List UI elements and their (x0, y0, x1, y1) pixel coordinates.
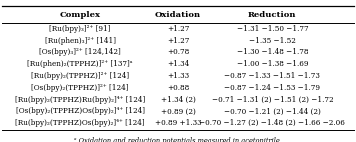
Text: +1.34: +1.34 (167, 60, 189, 68)
Text: [Ru(bpy)₂(TPPHZ)Ru(bpy)₂]⁴⁺ [124]: [Ru(bpy)₂(TPPHZ)Ru(bpy)₂]⁴⁺ [124] (15, 96, 145, 104)
Text: −1.30 −1.48 −1.78: −1.30 −1.48 −1.78 (237, 48, 308, 56)
Text: [Ru(phen)₂(TPPHZ)]²⁺ [137]ᵃ: [Ru(phen)₂(TPPHZ)]²⁺ [137]ᵃ (27, 60, 133, 68)
Text: +0.89 (2): +0.89 (2) (161, 107, 195, 115)
Text: +1.27: +1.27 (167, 37, 189, 45)
Text: ᵃ Oxidation and reduction potentials measured in acetonitrile.: ᵃ Oxidation and reduction potentials mea… (74, 137, 282, 142)
Text: +1.27: +1.27 (167, 25, 189, 33)
Text: [Os(bpy)₃]²⁺ [124,142]: [Os(bpy)₃]²⁺ [124,142] (39, 48, 121, 56)
Text: [Ru(bpy)₃]²⁺ [91]: [Ru(bpy)₃]²⁺ [91] (49, 25, 111, 33)
Text: −1.35 −1.52: −1.35 −1.52 (249, 37, 296, 45)
Text: +0.89 +1.33: +0.89 +1.33 (155, 119, 201, 127)
Text: [Os(bpy)₂(TPPHZ)Os(bpy)₂]⁴⁺ [124]: [Os(bpy)₂(TPPHZ)Os(bpy)₂]⁴⁺ [124] (16, 107, 145, 115)
Text: [Ru(phen)₃]²⁺ [141]: [Ru(phen)₃]²⁺ [141] (44, 37, 116, 45)
Text: −0.70 −1.21 (2) −1.44 (2): −0.70 −1.21 (2) −1.44 (2) (224, 107, 321, 115)
Text: +0.78: +0.78 (167, 48, 189, 56)
Text: −1.31 −1.50 −1.77: −1.31 −1.50 −1.77 (236, 25, 308, 33)
Text: −1.00 −1.38 −1.69: −1.00 −1.38 −1.69 (237, 60, 308, 68)
Text: [Os(bpy)₂(TPPHZ)]²⁺ [124]: [Os(bpy)₂(TPPHZ)]²⁺ [124] (31, 84, 129, 92)
Text: +1.33: +1.33 (167, 72, 189, 80)
Text: Oxidation: Oxidation (155, 11, 201, 19)
Text: −0.70 −1.27 (2) −1.48 (2) −1.66 −2.06: −0.70 −1.27 (2) −1.48 (2) −1.66 −2.06 (199, 119, 345, 127)
Text: −0.87 −1.24 −1.53 −1.79: −0.87 −1.24 −1.53 −1.79 (224, 84, 320, 92)
Text: −0.87 −1.33 −1.51 −1.73: −0.87 −1.33 −1.51 −1.73 (224, 72, 320, 80)
Text: Complex: Complex (59, 11, 101, 19)
Text: +1.34 (2): +1.34 (2) (161, 96, 195, 104)
Text: Reduction: Reduction (248, 11, 297, 19)
Text: −0.71 −1.31 (2) −1.51 (2) −1.72: −0.71 −1.31 (2) −1.51 (2) −1.72 (211, 96, 333, 104)
Text: +0.88: +0.88 (167, 84, 189, 92)
Text: [Ru(bpy)₂(TPPHZ)Os(bpy)₂]⁴⁺ [124]: [Ru(bpy)₂(TPPHZ)Os(bpy)₂]⁴⁺ [124] (15, 119, 145, 127)
Text: [Ru(bpy)₂(TPPHZ)]²⁺ [124]: [Ru(bpy)₂(TPPHZ)]²⁺ [124] (31, 72, 129, 80)
